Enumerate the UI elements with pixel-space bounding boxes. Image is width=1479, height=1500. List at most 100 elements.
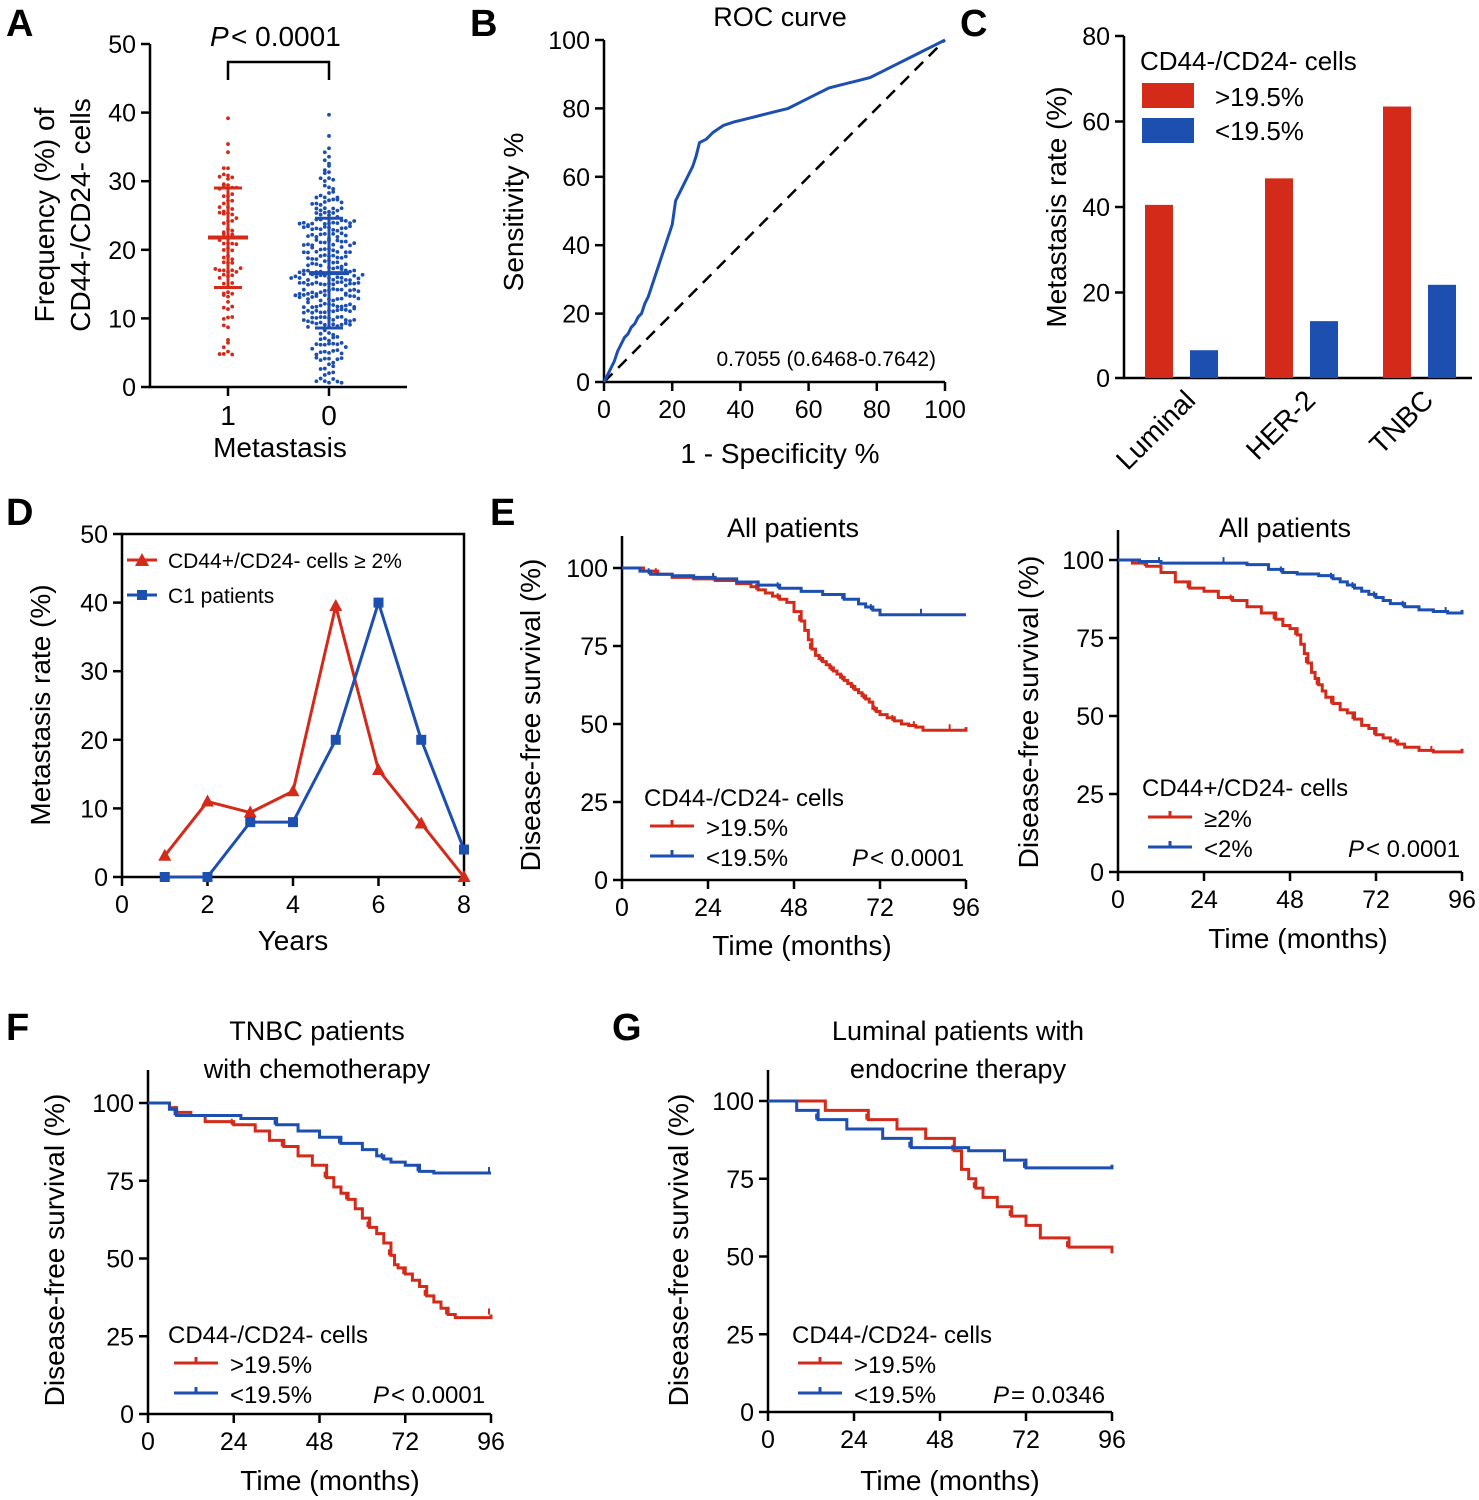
panel-a-dot bbox=[322, 222, 327, 226]
panel-a-dot bbox=[221, 293, 226, 297]
panel-d-point-triangle bbox=[201, 794, 214, 807]
panel-a-dot bbox=[318, 202, 323, 207]
panel-d-xtick-label: 6 bbox=[372, 891, 386, 919]
panel-a-dot bbox=[217, 210, 222, 215]
panel-a-dot bbox=[221, 305, 226, 310]
panel-a-dot bbox=[221, 268, 226, 273]
panel-a-dot bbox=[335, 260, 340, 265]
panel-c-bar-low bbox=[1310, 321, 1338, 378]
panel-a-dot bbox=[310, 346, 315, 351]
panel-a-dot bbox=[343, 233, 348, 238]
panel-a-dot bbox=[322, 224, 327, 229]
panel-a-dot bbox=[322, 168, 327, 173]
panel-a-significance-bracket bbox=[226, 60, 331, 80]
panel-a-dot bbox=[310, 232, 315, 237]
panel-d-point-square bbox=[330, 734, 341, 745]
panel-d-point-square bbox=[459, 844, 469, 855]
panel-a-dot bbox=[301, 243, 306, 247]
panel-a-dot bbox=[318, 350, 323, 355]
panel-a-dot bbox=[297, 276, 302, 280]
panel-g-legend-title: CD44-/CD24- cells bbox=[792, 1322, 992, 1349]
panel-a-dot bbox=[327, 331, 331, 335]
panel-c-bar-high bbox=[1145, 204, 1173, 378]
panel-a-dot bbox=[339, 314, 344, 319]
panel-a-dot bbox=[230, 175, 235, 180]
panel-a-dot bbox=[234, 242, 239, 247]
panel-g-legend-blue: <19.5% bbox=[854, 1382, 936, 1409]
panel-a-dot bbox=[226, 173, 230, 178]
panel-a-dot bbox=[322, 259, 327, 264]
panel-a-dot bbox=[234, 269, 239, 274]
panel-a-dot bbox=[314, 201, 319, 206]
panel-a-dot bbox=[226, 315, 230, 320]
panel-a-dot bbox=[306, 234, 310, 238]
panel-a-dot bbox=[310, 310, 315, 315]
panel-a-dot bbox=[339, 322, 344, 327]
panel-a-dot bbox=[221, 221, 226, 226]
panel-a-dot bbox=[306, 308, 310, 313]
panel-d-point-square bbox=[288, 817, 298, 828]
panel-a-dot bbox=[318, 315, 323, 319]
panel-g-ytick-label: 50 bbox=[726, 1244, 754, 1272]
panel-d-point-triangle bbox=[243, 805, 257, 818]
panel-a-dot bbox=[335, 195, 340, 200]
panel-g-xtick-label: 48 bbox=[926, 1426, 954, 1454]
panel-a-dot bbox=[339, 226, 344, 231]
panel-a-dot bbox=[301, 293, 306, 297]
panel-d-ytick-label: 20 bbox=[80, 727, 108, 755]
panel-a-dot bbox=[318, 193, 323, 198]
panel-a-dot bbox=[293, 293, 298, 298]
panel-a-xlabel: Metastasis bbox=[213, 432, 347, 463]
panel-a-category-1: 1 bbox=[220, 400, 236, 431]
panel-a-dot bbox=[331, 277, 336, 282]
panel-a-dot bbox=[335, 334, 340, 339]
panel-a-dot bbox=[230, 192, 235, 197]
panel-a-dot bbox=[221, 345, 226, 350]
panel-a-dot bbox=[314, 280, 319, 285]
panel-a-dot bbox=[335, 342, 340, 347]
panel-a-dot bbox=[314, 379, 319, 384]
panel-a-dot bbox=[339, 245, 344, 249]
panel-d-point-triangle bbox=[158, 848, 172, 861]
panel-a-dot bbox=[327, 170, 331, 175]
panel-a-dot bbox=[331, 298, 336, 303]
panel-a-dot bbox=[297, 270, 302, 275]
panel-e-xtick-label: 48 bbox=[780, 894, 808, 922]
panel-a-dot bbox=[226, 337, 230, 342]
panel-a-dot bbox=[221, 209, 226, 214]
panel-a-dot bbox=[314, 355, 319, 360]
panel-c-legend-title: CD44-/CD24- cells bbox=[1140, 46, 1357, 76]
panel-e2-p-italic: P bbox=[1348, 836, 1364, 863]
panel-a-dot bbox=[322, 322, 327, 327]
panel-a-dot bbox=[322, 179, 327, 183]
panel-a-dot bbox=[322, 195, 327, 200]
panel-c-ytick-label: 60 bbox=[1082, 109, 1110, 137]
panel-a-dot bbox=[230, 260, 235, 265]
panel-a-dot bbox=[217, 174, 222, 179]
panel-d-ytick-label: 10 bbox=[80, 795, 108, 823]
panel-a-dot bbox=[322, 356, 327, 361]
panel-e2-p-value: < 0.0001 bbox=[1366, 836, 1460, 863]
panel-e2-legend-line-red bbox=[1148, 811, 1192, 819]
panel-letter-c: C bbox=[960, 3, 987, 45]
panel-e-ytick-label: 0 bbox=[594, 867, 608, 895]
panel-a-dot bbox=[310, 221, 315, 226]
panel-b-ytick-label: 80 bbox=[562, 95, 590, 123]
panel-f-title-2: with chemotherapy bbox=[203, 1054, 431, 1084]
panel-a-dot bbox=[331, 303, 336, 307]
panel-g-ytick-label: 75 bbox=[726, 1166, 754, 1194]
panel-a-dot bbox=[314, 342, 319, 347]
panel-d-xtick-label: 4 bbox=[286, 891, 300, 919]
panel-a-dot bbox=[348, 294, 352, 298]
panel-e2-legend-line-blue bbox=[1148, 841, 1192, 849]
panel-d-xlabel: Years bbox=[258, 925, 329, 956]
panel-e-p-value: < 0.0001 bbox=[870, 845, 964, 872]
panel-a-p-value: < 0.0001 bbox=[231, 21, 341, 52]
panel-a-dot bbox=[301, 310, 306, 315]
panel-a-dot bbox=[226, 307, 230, 311]
panel-a-dot bbox=[343, 262, 348, 267]
panel-b-xtick-label: 0 bbox=[597, 396, 611, 424]
panel-a-dot bbox=[331, 248, 336, 253]
panel-a-dot bbox=[217, 275, 222, 280]
panel-letter-a: A bbox=[6, 3, 33, 45]
